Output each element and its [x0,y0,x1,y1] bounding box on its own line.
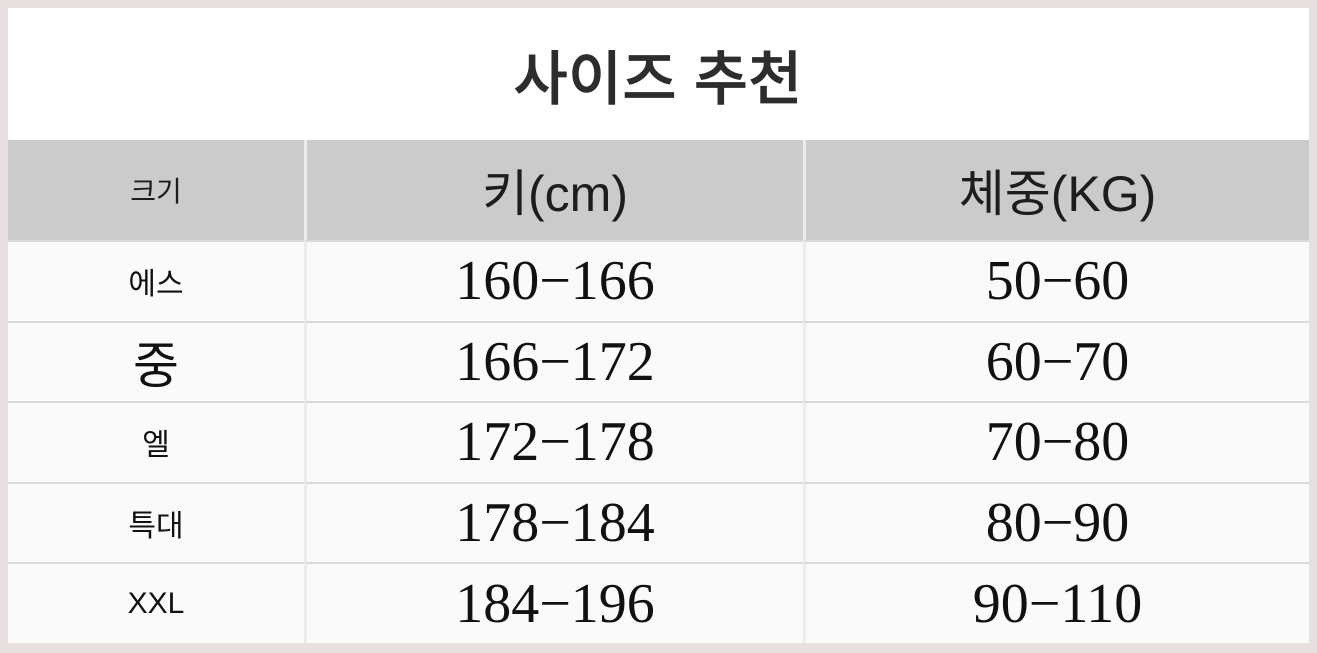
height-range-cell: 184−196 [304,562,803,643]
size-chart-table: 크기 키(cm) 체중(KG) 에스 160−166 50−60 중 166−1… [8,140,1309,643]
size-chart-title: 사이즈 추천 [514,47,803,112]
column-header-height: 키(cm) [304,140,803,240]
height-range-cell: 160−166 [304,240,803,321]
weight-range-cell: 80−90 [803,481,1309,563]
height-range-cell: 172−178 [304,401,803,482]
size-chart-sheet: 사이즈 추천 크기 키(cm) 체중(KG) 에스 160−166 50−60 … [8,8,1309,643]
title-band: 사이즈 추천 [8,8,1309,140]
size-label-cell: 에스 [8,240,304,321]
size-label-cell: 엘 [8,401,304,482]
column-header-size: 크기 [8,140,304,240]
height-range-cell: 166−172 [304,320,803,402]
weight-range-cell: 90−110 [803,562,1309,643]
weight-range-cell: 60−70 [803,320,1309,402]
weight-range-cell: 70−80 [803,401,1309,482]
size-label-cell: 특대 [8,481,304,563]
size-label-cell: XXL [8,562,304,643]
column-header-weight: 체중(KG) [803,140,1309,240]
height-range-cell: 178−184 [304,481,803,563]
weight-range-cell: 50−60 [803,240,1309,321]
size-label-cell: 중 [8,320,304,402]
